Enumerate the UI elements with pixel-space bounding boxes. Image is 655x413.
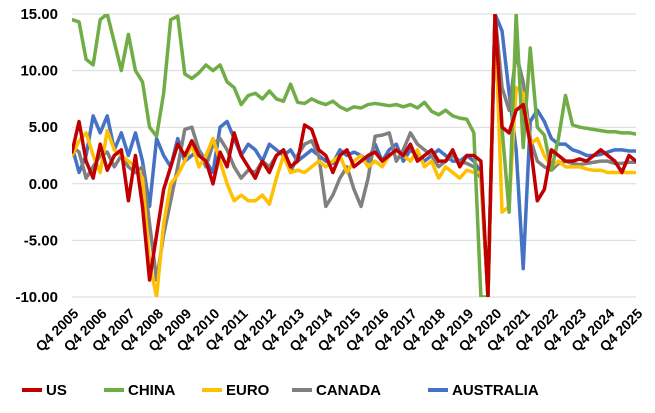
y-axis-ticks: 15.00 10.00 5.00 0.00 -5.00 -10.00 — [15, 6, 58, 306]
series-line-canada — [72, 14, 636, 297]
legend-item-australia: AUSTRALIA — [428, 382, 539, 399]
legend-label: AUSTRALIA — [452, 382, 539, 399]
series-lines — [72, 14, 636, 297]
y-tick-label: 15.00 — [20, 6, 58, 23]
series-line-china — [72, 14, 636, 297]
legend-label: EURO — [226, 382, 270, 399]
legend-item-canada: CANADA — [292, 382, 381, 399]
y-tick-label: -10.00 — [15, 289, 58, 306]
series-line-us — [72, 14, 636, 297]
y-tick-label: 5.00 — [29, 119, 58, 136]
y-tick-label: 10.00 — [20, 63, 58, 80]
legend-item-china: CHINA — [104, 382, 176, 399]
y-tick-label: 0.00 — [29, 176, 58, 193]
legend-item-euro: EURO — [202, 382, 270, 399]
legend-label: US — [46, 382, 67, 399]
series-line-australia — [72, 14, 636, 297]
y-tick-label: -5.00 — [24, 232, 58, 249]
series-line-euro — [72, 14, 636, 297]
legend-label: CHINA — [128, 382, 176, 399]
legend: US CHINA EURO CANADA AUSTRALIA — [22, 382, 539, 399]
legend-label: CANADA — [316, 382, 381, 399]
legend-item-us: US — [22, 382, 67, 399]
